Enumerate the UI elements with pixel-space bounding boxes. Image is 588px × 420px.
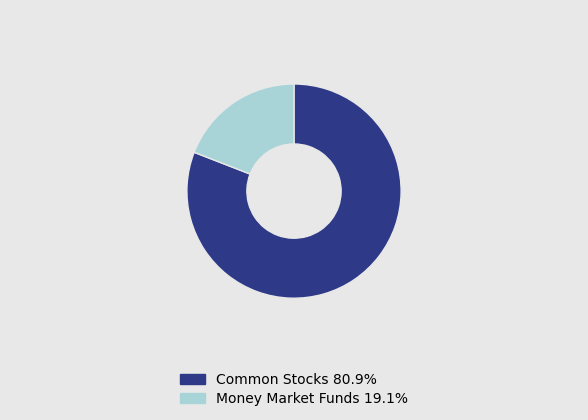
Legend: Common Stocks 80.9%, Money Market Funds 19.1%: Common Stocks 80.9%, Money Market Funds … <box>173 366 415 413</box>
Wedge shape <box>194 84 294 174</box>
Wedge shape <box>187 84 401 298</box>
